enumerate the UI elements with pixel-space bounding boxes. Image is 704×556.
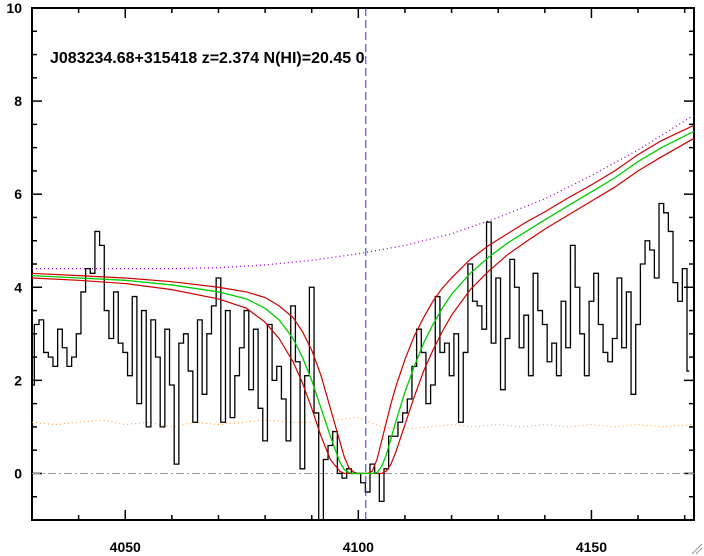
model-lower-series — [31, 137, 695, 475]
model-series — [31, 130, 695, 475]
resize-grip-icon[interactable] — [691, 543, 703, 555]
chart-title: J083234.68+315418 z=2.374 N(HI)=20.45 0 — [50, 50, 365, 67]
y-tick-label: 4 — [14, 279, 22, 295]
y-tick-label: 2 — [14, 372, 22, 388]
y-tick-label: 0 — [14, 465, 22, 481]
plot-frame — [31, 7, 695, 521]
x-tick-label: 4150 — [576, 539, 607, 555]
error-series — [31, 417, 695, 430]
y-tick-label: 10 — [6, 0, 22, 16]
continuum-series — [32, 114, 695, 270]
x-tick-label: 4050 — [110, 539, 141, 555]
model-upper-series — [31, 124, 695, 475]
flux-series — [32, 202, 690, 521]
x-tick-label: 4100 — [343, 539, 374, 555]
y-tick-label: 6 — [14, 186, 22, 202]
y-tick-label: 8 — [14, 93, 22, 109]
